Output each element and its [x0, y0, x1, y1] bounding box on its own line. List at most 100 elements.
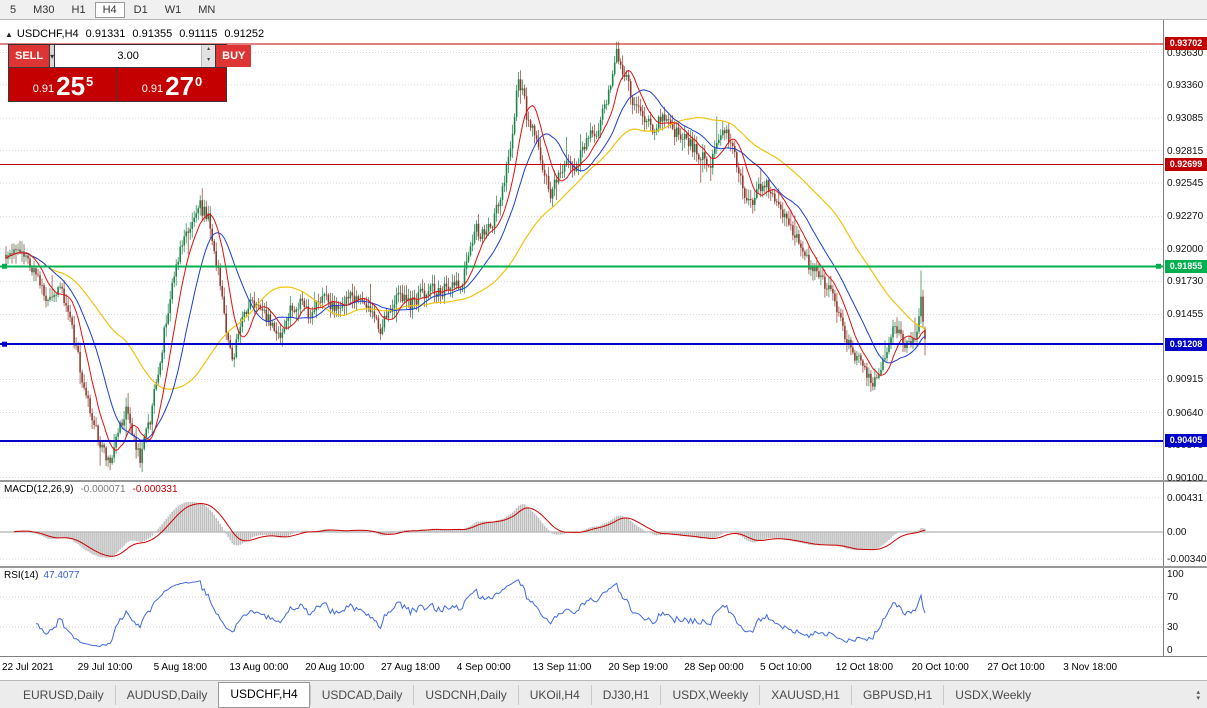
ohlc-high: 0.91355: [132, 28, 173, 40]
main-chart-pane[interactable]: ▲ USDCHF,H4 0.91331 0.91355 0.91115 0.91…: [0, 20, 1207, 484]
time-axis-label: 4 Sep 00:00: [456, 662, 511, 673]
price-level-tag: 0.93702: [1165, 37, 1207, 51]
time-axis-label: 27 Oct 10:00: [987, 662, 1045, 673]
bear-candle-wicks: [5, 41, 926, 471]
macd-signal-line: [13, 502, 926, 557]
price-axis-border: [1163, 482, 1164, 566]
macd-main-value: -0.000071: [80, 484, 126, 495]
time-axis-label: 20 Oct 10:00: [911, 662, 969, 673]
ohlc-low: 0.91115: [179, 28, 218, 40]
bull-candle-bodies: [7, 48, 922, 464]
sell-price-big-digits: 25: [56, 71, 86, 101]
time-axis-label: 3 Nov 18:00: [1063, 662, 1118, 673]
price-axis-label: 0.93085: [1167, 113, 1204, 125]
tab-usdx-weekly[interactable]: USDX,Weekly: [943, 685, 1042, 705]
buy-price-big-digits: 27: [165, 71, 195, 101]
buy-price-superscript: 0: [195, 74, 203, 89]
ohlc-open: 0.91331: [85, 28, 126, 40]
price-axis-label: 0.92270: [1167, 211, 1204, 223]
tab-audusd-daily[interactable]: AUDUSD,Daily: [114, 685, 219, 705]
volume-input[interactable]: [55, 45, 202, 67]
tab-ukoil-h4[interactable]: UKOil,H4: [517, 685, 591, 705]
indicator-axis-label: -0.00340: [1167, 553, 1207, 565]
volume-decrease-button[interactable]: ▾: [207, 57, 211, 63]
price-axis-label: 0.91455: [1167, 309, 1204, 321]
indicator-axis-label: 30: [1167, 622, 1179, 634]
level-line-handle[interactable]: [2, 341, 7, 347]
macd-signal-value: -0.000331: [132, 484, 178, 495]
sell-button[interactable]: SELL: [9, 45, 50, 67]
level-line-handle[interactable]: [2, 263, 7, 269]
timeframe-h1[interactable]: H1: [71, 3, 86, 16]
time-axis-label: 20 Sep 19:00: [608, 662, 668, 673]
pane-separator[interactable]: [0, 480, 1207, 482]
candlestick-chart-canvas[interactable]: [0, 20, 1163, 480]
macd-chart-canvas[interactable]: [0, 482, 1163, 566]
timeframe-m30[interactable]: M30: [33, 3, 55, 16]
chart-ohlc-header: ▲ USDCHF,H4 0.91331 0.91355 0.91115 0.91…: [5, 28, 271, 40]
price-axis-label: 0.92545: [1167, 178, 1204, 190]
price-level-tag: 0.91208: [1165, 337, 1207, 351]
time-axis-label: 22 Jul 2021: [2, 662, 54, 673]
tab-eurusd-daily[interactable]: EURUSD,Daily: [23, 688, 104, 702]
timeframe-d1[interactable]: D1: [133, 3, 148, 16]
time-axis-label: 12 Oct 18:00: [835, 662, 894, 673]
panel-collapse-icon[interactable]: ▲: [5, 29, 13, 39]
buy-button[interactable]: BUY: [216, 45, 252, 67]
volume-dropdown-button[interactable]: ▾: [50, 45, 55, 67]
buy-price-display[interactable]: 0.91 27 0: [118, 68, 226, 101]
price-axis-label: 0.93360: [1167, 80, 1204, 92]
sell-price-prefix: 0.91: [32, 83, 55, 95]
price-axis-label: 0.92815: [1167, 145, 1204, 157]
price-axis-label: 0.90100: [1167, 472, 1204, 484]
price-axis-label: 0.92000: [1167, 243, 1204, 255]
rsi-pane[interactable]: RSI(14) 47.4077 100 70 30 0: [0, 568, 1207, 656]
volume-field: ▴ ▾: [55, 45, 216, 67]
time-axis-label: 20 Aug 10:00: [305, 662, 365, 673]
tab-xauusd-h1[interactable]: XAUUSD,H1: [759, 685, 851, 705]
timeframe-5[interactable]: 5: [10, 3, 17, 16]
tab-usdchf-h4[interactable]: USDCHF,H4: [218, 682, 310, 708]
level-line-handle[interactable]: [1156, 263, 1161, 269]
ma-fast-line: [5, 69, 926, 451]
pane-separator[interactable]: [0, 566, 1207, 568]
buy-price-prefix: 0.91: [141, 83, 164, 95]
timeframe-h4[interactable]: H4: [94, 1, 125, 18]
ohlc-close: 0.91252: [224, 28, 265, 40]
tab-usdx-weekly[interactable]: USDX,Weekly: [660, 685, 759, 705]
price-axis-border: [1163, 20, 1164, 480]
indicator-axis-label: 0.00431: [1167, 493, 1204, 505]
time-axis-label: 29 Jul 10:00: [77, 662, 133, 673]
time-axis-label: 5 Aug 18:00: [153, 662, 207, 673]
time-axis-label: 13 Aug 00:00: [229, 662, 289, 673]
sell-price-display[interactable]: 0.91 25 5: [9, 68, 117, 101]
timeframe-mn[interactable]: MN: [198, 3, 216, 16]
macd-pane[interactable]: MACD(12,26,9) -0.000071 -0.000331 0.00431 0…: [0, 482, 1207, 566]
chart-symbol-label: USDCHF,H4: [16, 28, 79, 40]
time-axis-label: 28 Sep 00:00: [684, 662, 744, 673]
ma-slow-line: [5, 116, 926, 390]
price-level-tag: 0.92699: [1165, 158, 1207, 172]
rsi-value: 47.4077: [43, 570, 80, 581]
rsi-chart-canvas[interactable]: [0, 568, 1163, 656]
rsi-name: RSI(14): [4, 570, 39, 581]
timeframe-w1[interactable]: W1: [164, 3, 182, 16]
tab-usdcad-daily[interactable]: USDCAD,Daily: [309, 685, 414, 705]
tab-dj30-h1[interactable]: DJ30,H1: [590, 685, 661, 705]
rsi-line: [35, 579, 926, 648]
rsi-label: RSI(14) 47.4077: [4, 570, 80, 581]
sell-price-superscript: 5: [86, 74, 94, 89]
tab-scroll-control[interactable]: ▴ ▾: [1196, 689, 1200, 702]
time-axis-label: 5 Oct 10:00: [760, 662, 812, 673]
volume-increase-button[interactable]: ▴: [207, 46, 211, 52]
scroll-up-icon: ▴: [1196, 689, 1200, 696]
indicator-axis-label: 0.00: [1167, 527, 1187, 538]
tab-usdcnh-daily[interactable]: USDCNH,Daily: [413, 685, 517, 705]
indicator-axis-label: 0: [1167, 645, 1173, 656]
ma-mid-line: [5, 89, 926, 441]
tab-gbpusd-h1[interactable]: GBPUSD,H1: [850, 685, 943, 705]
time-axis-label: 13 Sep 11:00: [532, 662, 592, 673]
time-axis[interactable]: 22 Jul 2021 29 Jul 10:00 5 Aug 18:00 13 Aug…: [0, 656, 1207, 680]
price-axis-label: 0.91730: [1167, 276, 1204, 288]
